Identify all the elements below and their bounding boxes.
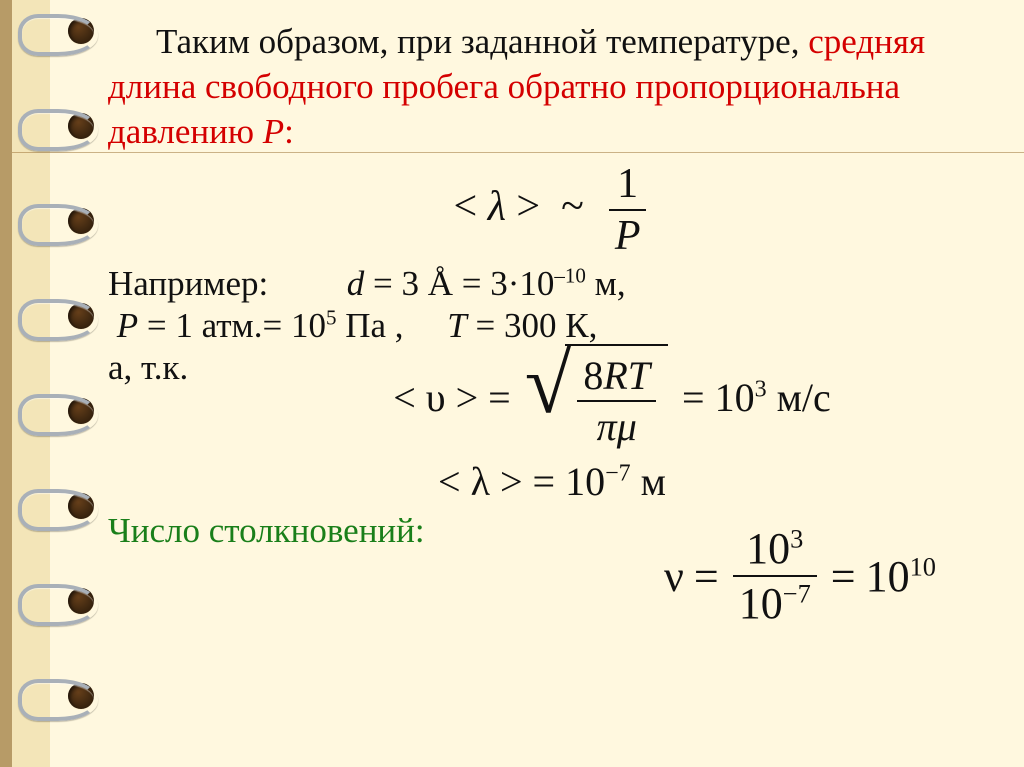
nu-frac: 103 10−7: [733, 523, 817, 629]
d-unit: м,: [586, 264, 626, 303]
slide-page: Таким образом, при заданной температуре,…: [0, 0, 1024, 767]
vel-res-eq: =: [682, 375, 705, 420]
vel-res-exp: 3: [755, 377, 767, 403]
mfp-close: >: [516, 184, 540, 230]
vel-num-b: RT: [603, 353, 650, 398]
mfp-tilde: ~: [561, 184, 584, 230]
mfr-eq: =: [533, 459, 556, 504]
ring: [38, 485, 118, 525]
intro-paragraph: Таким образом, при заданной температуре,…: [108, 20, 996, 154]
example-atk: а, т.к.: [108, 348, 188, 387]
d-exp: –10: [554, 264, 586, 288]
ring: [38, 10, 118, 50]
ring: [38, 105, 118, 145]
spiral-rings: [38, 0, 118, 767]
nu-num-base: 10: [746, 524, 790, 573]
mfp-formula: < λ > ~ 1 P: [108, 160, 996, 260]
var-p2: P: [117, 306, 138, 345]
vel-res-unit: м/с: [767, 375, 831, 420]
example-line-1: Например: d = 3 Å = 3·10–10 м,: [108, 264, 996, 304]
nu-res-exp: 10: [910, 551, 936, 581]
nu-eq1: =: [694, 551, 719, 602]
nu-res-base: 10: [866, 552, 910, 601]
nu-den-exp: −7: [783, 579, 811, 609]
nu-den-base: 10: [739, 579, 783, 628]
vel-res-base: 10: [715, 375, 755, 420]
mfp-lambda: λ: [488, 184, 506, 230]
var-t: T: [447, 306, 466, 345]
content-area: Таким образом, при заданной температуре,…: [108, 20, 996, 747]
mfp-frac-num: 1: [609, 160, 647, 208]
vel-num-a: 8: [583, 353, 603, 398]
nu-num-exp: 3: [790, 524, 803, 554]
mfp-frac: 1 P: [609, 160, 647, 260]
mfr-exp: −7: [605, 461, 631, 487]
velocity-sqrt: √ 8RT πμ: [525, 344, 668, 450]
mfr-open: <: [438, 459, 461, 504]
collisions-label: Число столкновений:: [108, 511, 425, 550]
mfp-result: < λ > = 10−7 м: [108, 458, 996, 505]
nu-eq2: =: [831, 551, 856, 602]
ring: [38, 295, 118, 335]
mfr-base: 10: [565, 459, 605, 504]
example-lead: Например:: [108, 264, 338, 304]
intro-text-1: Таким образом, при заданной температуре,: [156, 22, 808, 61]
p-eq1: = 1 атм.=: [138, 306, 291, 345]
mfr-sym: λ: [471, 459, 490, 504]
d-expr: = 3 Å = 3·10: [364, 264, 554, 303]
ring: [38, 580, 118, 620]
p-base: 10: [291, 306, 326, 345]
mfr-close: >: [500, 459, 523, 504]
mfr-unit: м: [631, 459, 666, 504]
intro-colon: :: [284, 112, 294, 151]
vel-sym: υ: [426, 375, 446, 420]
ring: [38, 200, 118, 240]
p-exp: 5: [326, 306, 337, 330]
ring: [38, 390, 118, 430]
nu-sym: ν: [664, 551, 684, 602]
var-d: d: [347, 264, 365, 303]
intro-var-p: P: [263, 112, 284, 151]
p-unit: Па ,: [336, 306, 403, 345]
vel-den-a: π: [597, 404, 617, 449]
vel-close: >: [456, 375, 479, 420]
mfp-frac-den: P: [609, 212, 647, 260]
vel-open: <: [393, 375, 416, 420]
ring: [38, 675, 118, 715]
mfp-open: <: [454, 184, 478, 230]
vel-eq: =: [488, 375, 511, 420]
velocity-formula: < υ > = √ 8RT πμ: [228, 344, 996, 450]
vel-den-b: μ: [617, 404, 637, 449]
